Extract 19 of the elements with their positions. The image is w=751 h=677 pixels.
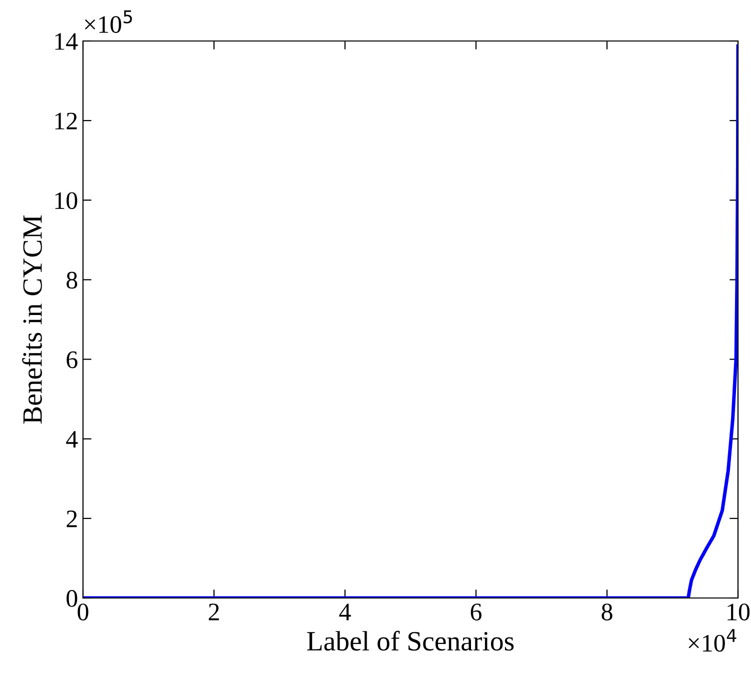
x-tick-label: 4 — [339, 604, 351, 620]
x-tick-label: 0 — [78, 604, 88, 620]
x-tick-label: 10 — [728, 604, 750, 620]
y-axis-title: Benefits in CYCM — [22, 215, 42, 424]
x-tick-label: 8 — [602, 604, 612, 620]
x-tick-label: 6 — [470, 604, 482, 620]
text: ×10$^{5}$ — [84, 10, 132, 33]
y-tick-label: 4 — [66, 431, 78, 448]
x-tick-label: 2 — [208, 604, 219, 620]
y-tick-label: 0 — [66, 590, 78, 607]
y-tick-label: 10 — [55, 192, 78, 210]
y-tick-label: 12 — [55, 112, 77, 130]
y-tick-label: 8 — [66, 272, 78, 289]
y-tick-label: 6 — [66, 351, 78, 368]
y-tick-label: 2 — [66, 510, 77, 528]
text: ×10$^{4}$ — [688, 629, 736, 652]
y-tick-label: 14 — [55, 33, 78, 50]
x-axis-title: Label of Scenarios — [307, 630, 514, 651]
line-series — [83, 44, 738, 598]
